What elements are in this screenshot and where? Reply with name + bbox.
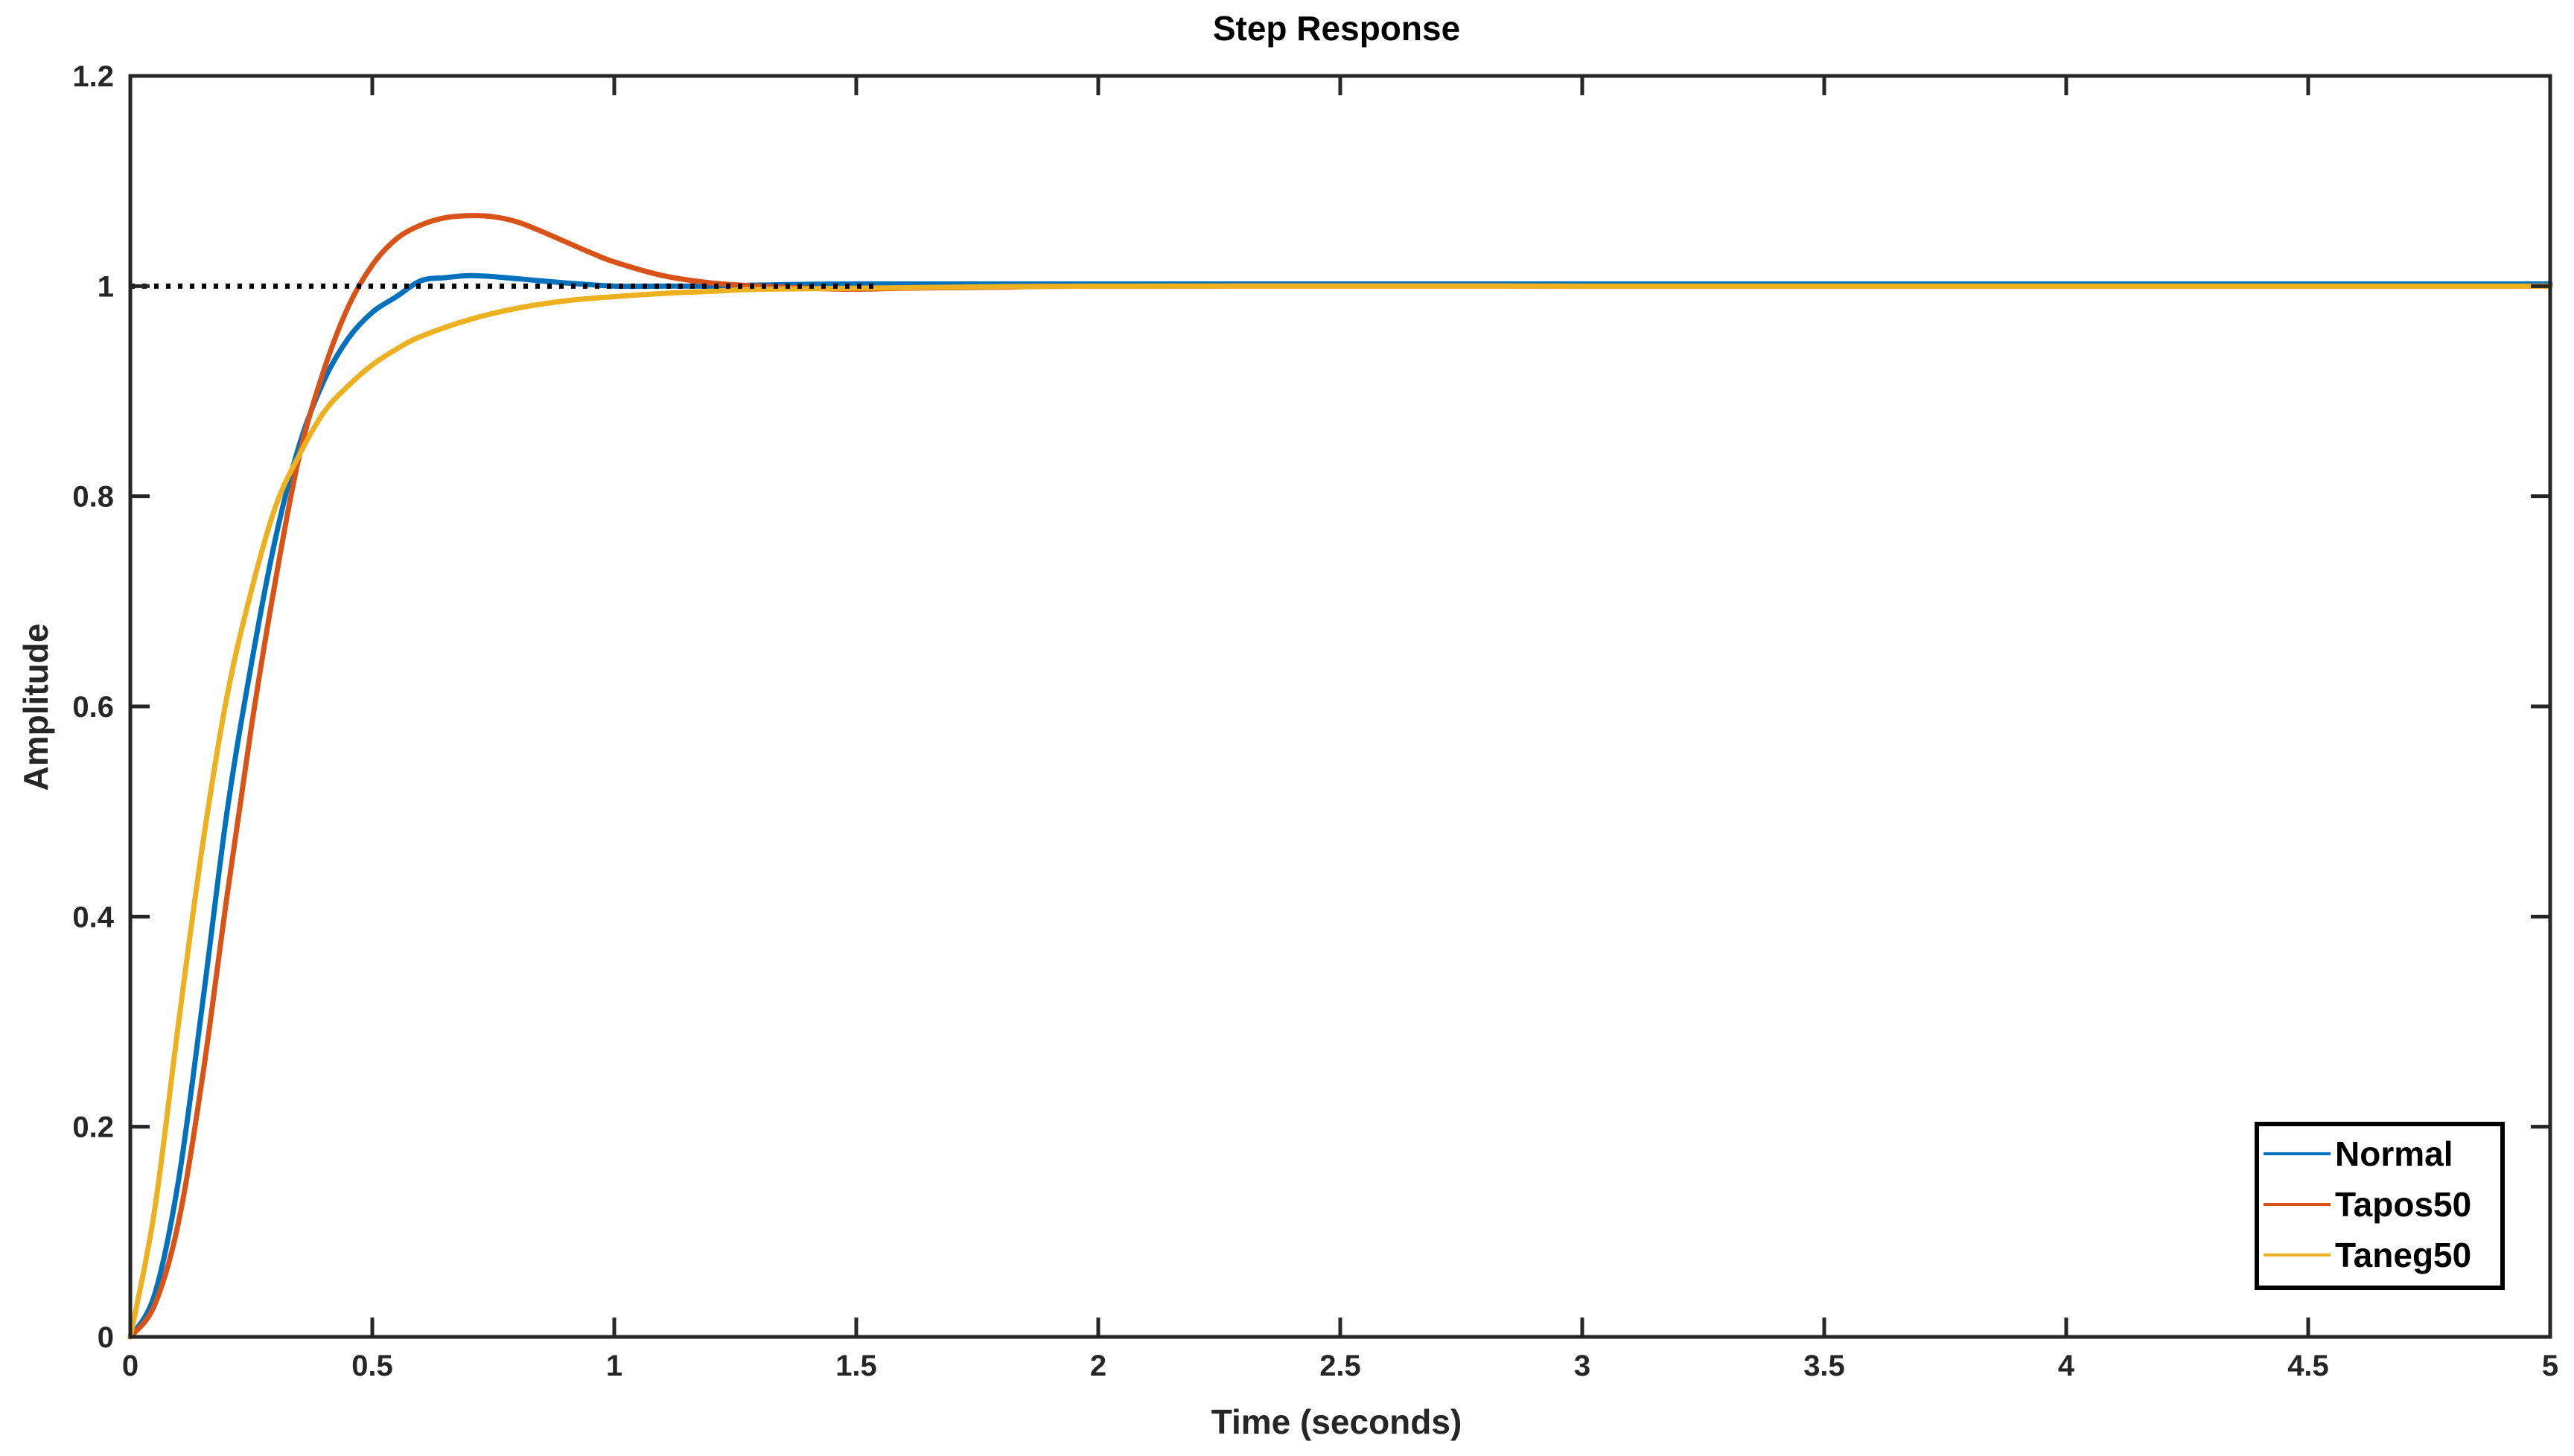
x-axis-title: Time (seconds) (1211, 1402, 1462, 1441)
x-tick-label: 2 (1090, 1350, 1106, 1382)
legend-label-normal: Normal (2335, 1134, 2453, 1173)
y-axis-title: Amplitude (16, 624, 55, 791)
x-tick-label: 3 (1574, 1350, 1590, 1382)
y-tick-label: 0.8 (72, 481, 114, 514)
y-tick-label: 0.2 (72, 1111, 114, 1144)
x-tick-label: 1 (606, 1350, 622, 1382)
y-tick-label: 0.6 (72, 691, 114, 724)
legend-label-tapos50: Tapos50 (2335, 1185, 2471, 1224)
y-tick-label: 1.2 (72, 60, 114, 93)
y-tick-label: 1 (98, 270, 114, 303)
y-tick-label: 0.4 (72, 901, 114, 933)
series-line-tapos50 (127, 213, 2553, 1340)
series-line-taneg50 (127, 283, 2553, 1340)
series-lines (127, 213, 2553, 1340)
legend-label-taneg50: Taneg50 (2335, 1236, 2471, 1274)
y-tick-label: 0 (98, 1321, 114, 1354)
x-tick-label: 0 (122, 1350, 138, 1382)
x-tick-label: 4.5 (2287, 1350, 2329, 1382)
x-tick-label: 0.5 (351, 1350, 393, 1382)
axis-ticks: 0 0.5 1 1.5 2 2.5 3 3.5 4 4.5 5 0 0.2 0.4 0.6 0.8 1 1.2 (72, 60, 2558, 1382)
series-line-normal (127, 272, 2553, 1340)
x-tick-label: 2.5 (1319, 1350, 1361, 1382)
x-tick-label: 5 (2542, 1350, 2558, 1382)
chart-title: Step Response (1213, 9, 1460, 48)
x-tick-label: 3.5 (1803, 1350, 1845, 1382)
x-tick-label: 4 (2058, 1350, 2075, 1382)
axes-box (128, 74, 2552, 1339)
legend: Normal Tapos50 Taneg50 (2255, 1122, 2505, 1290)
x-tick-label: 1.5 (835, 1350, 877, 1382)
